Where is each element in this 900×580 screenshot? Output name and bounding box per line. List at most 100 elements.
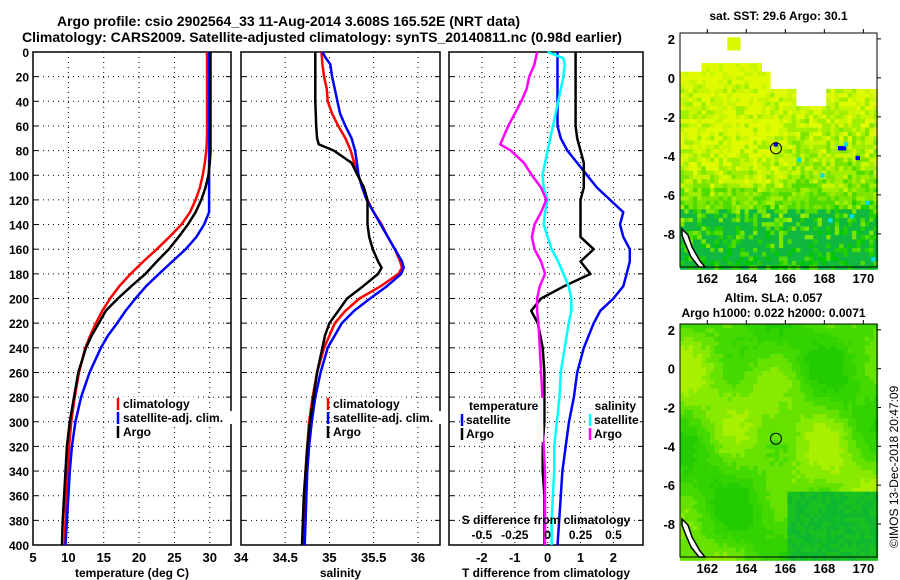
map-cell xyxy=(774,230,780,236)
map-cell xyxy=(821,345,827,351)
map-cell xyxy=(834,187,840,193)
map-cell xyxy=(761,213,767,219)
map-cell xyxy=(821,371,827,376)
map-cell xyxy=(869,166,874,171)
map-cell xyxy=(714,478,719,484)
map-cell xyxy=(766,174,771,180)
map-cell xyxy=(731,324,737,329)
map-cell xyxy=(791,379,797,385)
map-cell xyxy=(740,213,745,219)
map-cell xyxy=(680,496,685,501)
map-cell xyxy=(809,213,814,219)
map-cell xyxy=(680,478,685,484)
map-cell xyxy=(697,222,702,227)
map-cell xyxy=(843,93,848,98)
map-cell xyxy=(778,328,784,333)
map-cell xyxy=(701,551,707,557)
map-cell xyxy=(735,358,741,363)
map-cell xyxy=(735,71,741,77)
map-cell xyxy=(869,101,874,107)
map-cell xyxy=(680,371,685,376)
map-cell xyxy=(817,448,823,454)
map-cell xyxy=(800,513,805,518)
map-cell xyxy=(834,174,840,180)
map-cell xyxy=(830,106,836,111)
map-cell xyxy=(813,461,818,467)
map-cell xyxy=(852,170,857,176)
map-cell xyxy=(705,500,711,505)
map-cell xyxy=(753,80,758,85)
map-cell xyxy=(770,149,775,154)
map-cell xyxy=(757,324,762,329)
map-cell xyxy=(727,491,732,497)
map-cell xyxy=(714,217,719,223)
map-cell xyxy=(813,349,818,355)
map-cell xyxy=(680,336,685,342)
map-cell xyxy=(821,179,827,184)
map-cell xyxy=(753,230,758,236)
map-cell xyxy=(774,127,780,133)
map-cell xyxy=(864,140,870,146)
map-cell xyxy=(740,123,745,128)
map-cell xyxy=(735,547,741,553)
map-cell xyxy=(757,196,762,201)
map-cell xyxy=(826,123,831,128)
map-cell xyxy=(843,478,848,484)
map-cell xyxy=(688,93,694,98)
map-cell xyxy=(843,235,848,240)
map-cell xyxy=(727,530,732,535)
map-cell xyxy=(766,332,771,338)
map-cell xyxy=(852,513,857,518)
map-cell xyxy=(783,332,788,338)
map-cell xyxy=(714,521,719,527)
map-cell xyxy=(714,200,719,206)
map-cell xyxy=(705,192,711,197)
map-cell xyxy=(843,375,848,381)
map-cell xyxy=(705,551,711,557)
map-cell xyxy=(757,93,762,98)
map-cell xyxy=(869,457,874,462)
map-cell xyxy=(753,243,758,249)
map-cell xyxy=(783,444,788,449)
map-cell xyxy=(864,88,870,94)
map-cell xyxy=(847,140,853,146)
map-cell xyxy=(748,63,754,68)
map-cell xyxy=(817,252,823,257)
map-cell xyxy=(817,213,823,219)
map-cell xyxy=(692,114,698,120)
map-cell xyxy=(731,474,737,480)
map-cell xyxy=(817,209,823,214)
map-cell xyxy=(826,388,831,394)
map-cell xyxy=(856,256,861,262)
map-cell xyxy=(830,166,836,171)
map-cell xyxy=(843,243,848,249)
map-cell xyxy=(873,226,879,232)
map-cell xyxy=(774,239,780,244)
map-cell xyxy=(753,84,758,90)
map-cell xyxy=(864,162,870,167)
map-cell xyxy=(723,530,728,535)
map-cell xyxy=(714,252,719,257)
map-cell xyxy=(744,170,750,176)
map-cell xyxy=(688,336,694,342)
map-cell xyxy=(778,521,784,527)
map-cell xyxy=(834,556,840,561)
map-cell xyxy=(834,170,840,176)
map-cell xyxy=(834,213,840,219)
map-cell xyxy=(692,336,698,342)
map-cell xyxy=(735,243,741,249)
map-cell xyxy=(843,405,848,411)
map-cell xyxy=(774,213,780,219)
map-cell xyxy=(744,213,750,219)
map-cell xyxy=(680,543,685,548)
map-cell xyxy=(774,101,780,107)
map-cell xyxy=(817,174,823,180)
map-cell xyxy=(727,461,732,467)
map-cell xyxy=(748,478,754,484)
map-cell xyxy=(718,144,724,150)
map-cell xyxy=(723,174,728,180)
map-cell xyxy=(753,384,758,389)
map-cell xyxy=(714,119,719,124)
map-cell xyxy=(873,457,879,462)
map-cell xyxy=(834,123,840,128)
